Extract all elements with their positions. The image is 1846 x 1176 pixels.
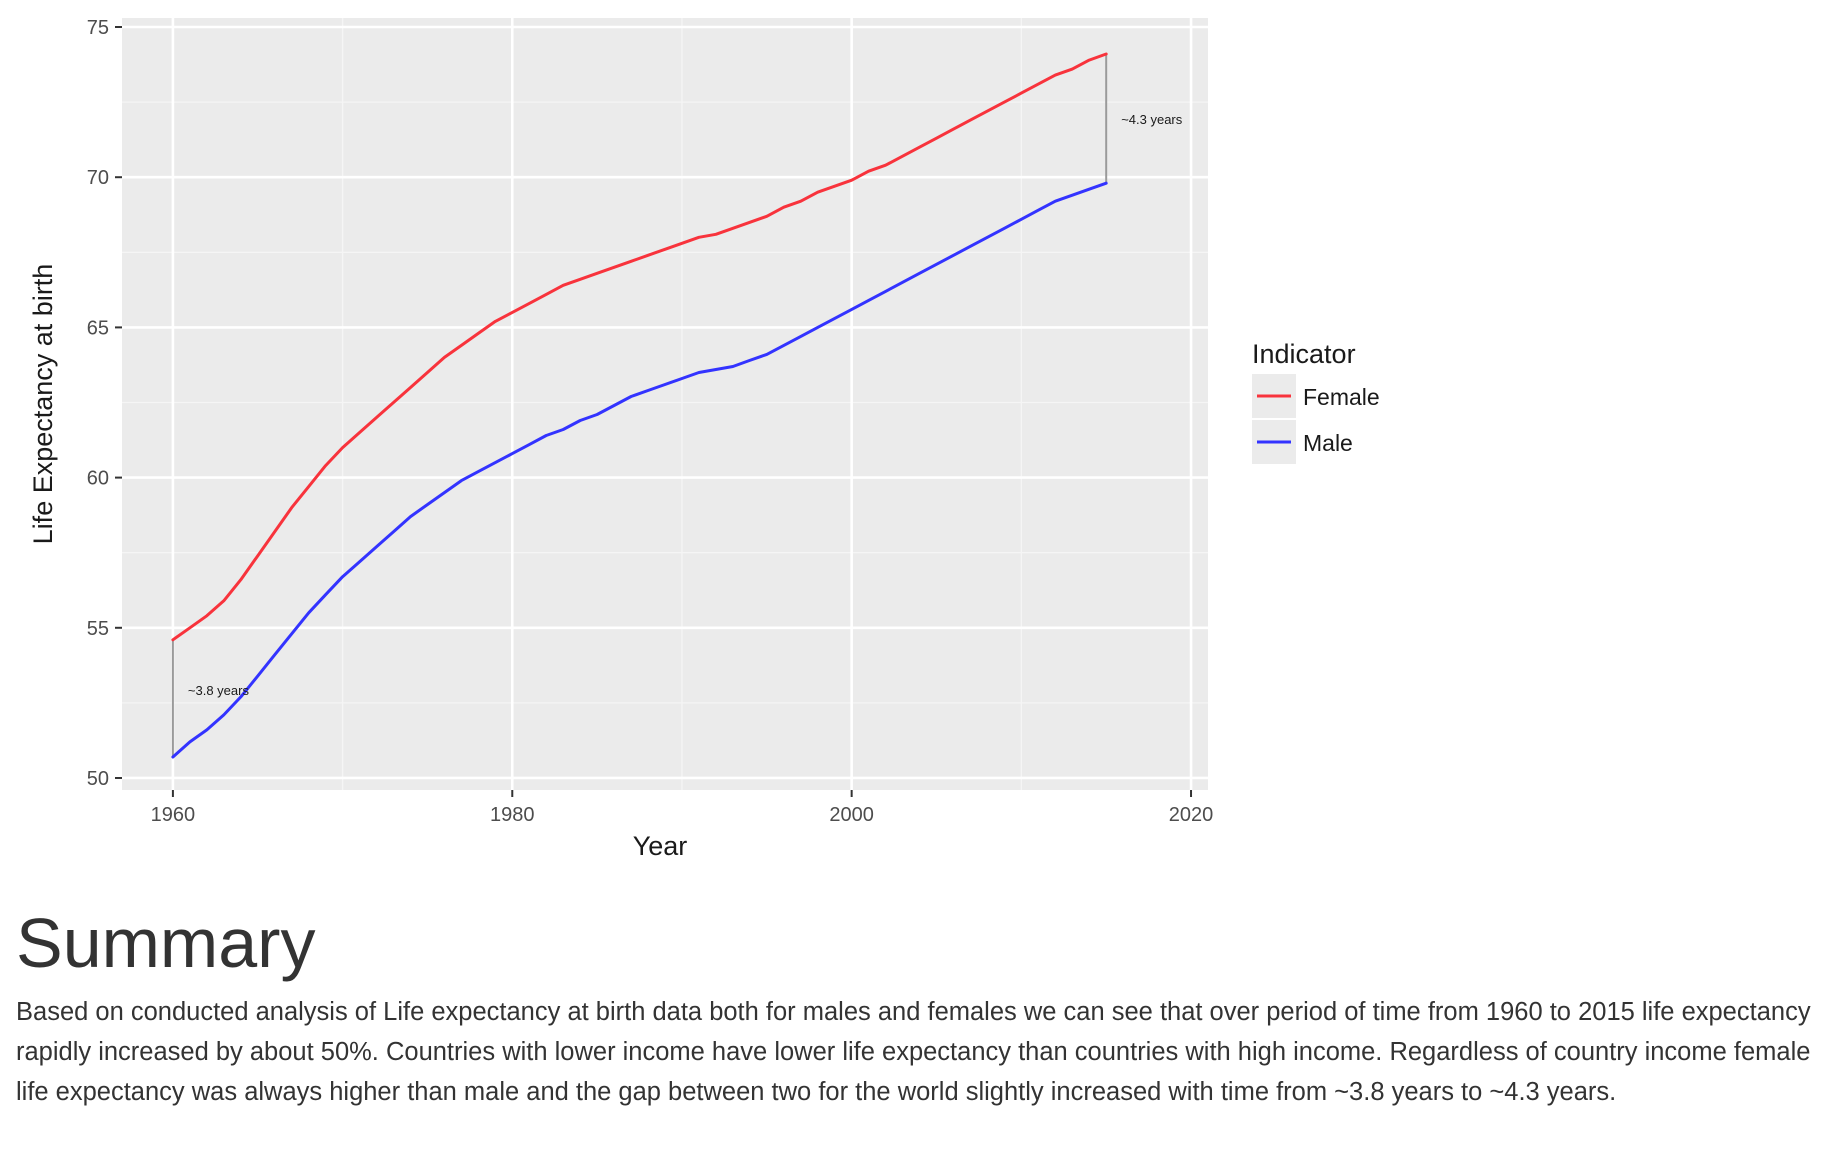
x-tick-label: 1960 (151, 804, 196, 826)
summary-paragraph: Based on conducted analysis of Life expe… (16, 998, 1811, 1106)
summary-section: Summary Based on conducted analysis of L… (16, 905, 1826, 1112)
y-tick-label: 50 (87, 768, 109, 790)
series-line-male (171, 181, 1108, 759)
legend-label-male: Male (1303, 430, 1353, 456)
grid-major (122, 18, 1208, 790)
legend-title: Indicator (1252, 339, 1356, 369)
summary-heading: Summary (16, 904, 316, 982)
gap-annotation-label: ~4.3 years (1121, 112, 1183, 127)
y-tick-label: 60 (87, 468, 109, 490)
y-axis: 50 55 60 65 70 75 (87, 17, 122, 790)
legend: Indicator Female Male (1252, 339, 1380, 464)
series-lines (171, 52, 1108, 759)
grid-minor (122, 18, 1208, 790)
y-tick-label: 75 (87, 17, 109, 39)
legend-label-female: Female (1303, 384, 1380, 410)
y-axis-title: Life Expectancy at birth (28, 264, 58, 545)
gap-annotation-labels: ~3.8 years ~4.3 years (188, 112, 1183, 698)
y-tick-label: 70 (87, 167, 109, 189)
x-tick-label: 2020 (1169, 804, 1214, 826)
y-tick-label: 55 (87, 618, 109, 640)
plot-panel (122, 18, 1208, 790)
x-axis: 1960 1980 2000 2020 (151, 790, 1214, 826)
x-tick-label: 1980 (490, 804, 535, 826)
gap-annotation-label: ~3.8 years (188, 683, 250, 698)
y-tick-label: 65 (87, 317, 109, 339)
x-tick-label: 2000 (829, 804, 874, 826)
series-line-female (171, 52, 1108, 642)
gap-annotation-lines (171, 54, 1108, 757)
x-axis-title: Year (633, 831, 688, 861)
